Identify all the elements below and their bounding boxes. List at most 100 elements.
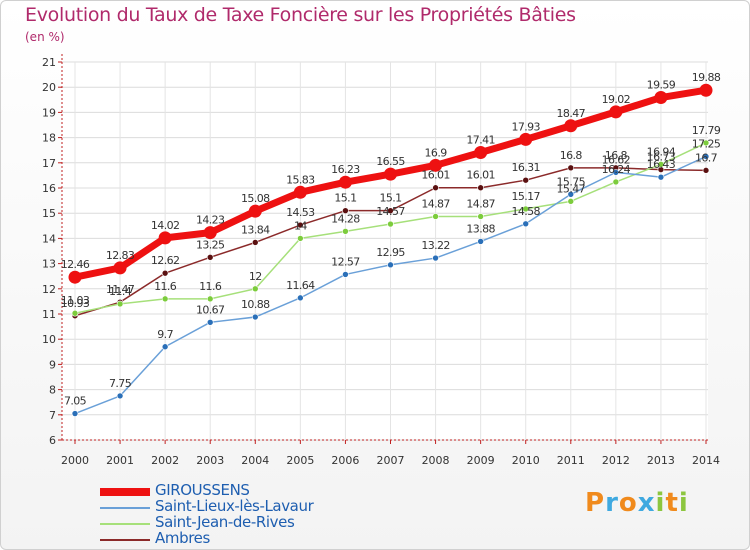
data-label-saint-jean-de-rives: 14.87 bbox=[421, 197, 450, 210]
data-label-giroussens: 17.93 bbox=[511, 120, 540, 133]
x-tick-label: 2006 bbox=[331, 454, 359, 467]
data-label-ambres: 16.8 bbox=[560, 149, 583, 162]
data-point-saint-jean-de-rives bbox=[342, 228, 349, 235]
legend-label: Ambres bbox=[155, 529, 210, 547]
data-point-ambres bbox=[387, 207, 394, 214]
data-label-saint-lieux-les-lavaur: 10.67 bbox=[196, 303, 225, 316]
data-label-saint-lieux-les-lavaur: 12.95 bbox=[376, 246, 405, 259]
data-label-giroussens: 17.41 bbox=[466, 133, 495, 146]
legend-item: Saint-Lieux-lès-Lavaur bbox=[100, 497, 360, 516]
y-tick-label: 19 bbox=[42, 106, 56, 119]
logo-letter: i bbox=[655, 488, 666, 518]
data-point-saint-lieux-les-lavaur bbox=[477, 238, 484, 245]
chart-title: Evolution du Taux de Taxe Foncière sur l… bbox=[25, 4, 576, 26]
logo-letter: P bbox=[585, 488, 606, 518]
legend-item: Saint-Jean-de-Rives bbox=[100, 513, 360, 532]
data-label-saint-lieux-les-lavaur: 16.62 bbox=[602, 153, 631, 166]
data-point-saint-jean-de-rives bbox=[567, 198, 575, 205]
data-label-ambres: 12.62 bbox=[151, 254, 180, 267]
data-point-ambres bbox=[702, 167, 710, 174]
data-label-giroussens: 16.23 bbox=[331, 163, 360, 176]
y-tick-label: 8 bbox=[49, 384, 56, 397]
x-tick-label: 2010 bbox=[512, 454, 540, 467]
y-tick-label: 7 bbox=[49, 409, 56, 422]
y-axis-unit: (en %) bbox=[25, 30, 65, 44]
data-point-giroussens bbox=[564, 119, 578, 133]
data-point-giroussens bbox=[293, 185, 307, 199]
data-point-saint-lieux-les-lavaur bbox=[567, 191, 575, 198]
data-label-giroussens: 19.88 bbox=[692, 71, 721, 84]
legend-item: Ambres bbox=[100, 529, 360, 548]
y-tick-label: 20 bbox=[42, 81, 56, 94]
y-tick-label: 15 bbox=[42, 207, 56, 220]
data-label-giroussens: 19.02 bbox=[602, 93, 631, 106]
data-point-ambres bbox=[206, 253, 214, 261]
x-tick-label: 2000 bbox=[61, 454, 89, 467]
data-point-giroussens bbox=[429, 158, 443, 172]
x-tick-label: 2003 bbox=[196, 454, 224, 467]
data-point-saint-lieux-les-lavaur bbox=[387, 261, 394, 269]
data-point-saint-lieux-les-lavaur bbox=[251, 313, 259, 321]
data-label-saint-jean-de-rives: 15.17 bbox=[511, 190, 540, 203]
data-label-ambres: 15.1 bbox=[334, 192, 356, 205]
data-point-ambres bbox=[477, 184, 484, 192]
legend-item: GIROUSSENS bbox=[100, 481, 360, 500]
data-point-giroussens bbox=[248, 204, 262, 218]
data-label-saint-jean-de-rives: 11.6 bbox=[154, 280, 177, 293]
data-label-saint-lieux-les-lavaur: 14.58 bbox=[511, 205, 540, 218]
y-tick-label: 17 bbox=[42, 157, 56, 170]
data-label-saint-jean-de-rives: 14 bbox=[294, 219, 307, 232]
data-point-saint-lieux-les-lavaur bbox=[432, 254, 439, 262]
data-point-giroussens bbox=[609, 105, 623, 119]
data-label-ambres: 16.01 bbox=[466, 169, 495, 182]
data-point-ambres bbox=[567, 164, 575, 172]
data-label-saint-jean-de-rives: 11.6 bbox=[199, 280, 222, 293]
data-point-giroussens bbox=[384, 167, 397, 181]
data-label-ambres: 16.7 bbox=[695, 151, 718, 164]
y-tick-label: 14 bbox=[42, 232, 56, 245]
y-tick-label: 6 bbox=[49, 434, 56, 447]
data-label-saint-lieux-les-lavaur: 10.88 bbox=[241, 298, 270, 311]
x-tick-label: 2001 bbox=[106, 454, 134, 467]
data-label-ambres: 16.73 bbox=[647, 151, 676, 164]
data-point-giroussens bbox=[158, 231, 172, 245]
data-point-ambres bbox=[251, 239, 259, 246]
data-label-saint-lieux-les-lavaur: 13.22 bbox=[421, 239, 450, 252]
data-point-giroussens bbox=[68, 270, 82, 284]
data-point-ambres bbox=[432, 184, 439, 192]
data-label-ambres: 14.53 bbox=[286, 206, 315, 219]
data-point-saint-jean-de-rives bbox=[522, 205, 530, 213]
data-point-saint-lieux-les-lavaur bbox=[161, 343, 169, 351]
data-point-ambres bbox=[161, 269, 169, 277]
data-label-ambres: 13.84 bbox=[241, 223, 270, 236]
x-tick-label: 2011 bbox=[557, 454, 585, 467]
legend-swatch bbox=[100, 488, 150, 496]
data-label-saint-lieux-les-lavaur: 9.7 bbox=[157, 328, 173, 341]
y-tick-label: 13 bbox=[42, 258, 56, 271]
data-point-saint-lieux-les-lavaur bbox=[71, 410, 79, 417]
data-point-saint-lieux-les-lavaur bbox=[206, 319, 214, 326]
y-tick-label: 11 bbox=[42, 308, 56, 321]
data-label-ambres: 10.93 bbox=[61, 297, 90, 310]
data-label-saint-lieux-les-lavaur: 15.75 bbox=[557, 175, 586, 188]
data-point-saint-lieux-les-lavaur bbox=[657, 173, 665, 181]
x-tick-label: 2009 bbox=[467, 454, 495, 467]
data-label-giroussens: 15.08 bbox=[241, 192, 270, 205]
data-point-saint-jean-de-rives bbox=[477, 213, 484, 220]
data-label-giroussens: 14.02 bbox=[151, 219, 180, 232]
y-tick-label: 12 bbox=[42, 283, 56, 296]
logo-letter: i bbox=[678, 488, 689, 518]
data-point-saint-lieux-les-lavaur bbox=[342, 271, 349, 278]
legend-swatch bbox=[100, 507, 150, 509]
data-point-saint-jean-de-rives bbox=[206, 295, 214, 303]
data-label-saint-jean-de-rives: 16.24 bbox=[602, 163, 631, 176]
data-point-giroussens bbox=[338, 175, 352, 189]
data-label-saint-lieux-les-lavaur: 17.25 bbox=[692, 138, 721, 151]
data-label-saint-jean-de-rives: 12 bbox=[249, 270, 262, 283]
data-point-ambres bbox=[297, 221, 304, 229]
data-label-ambres: 13.25 bbox=[196, 238, 225, 251]
x-tick-label: 2008 bbox=[422, 454, 450, 467]
y-tick-label: 16 bbox=[42, 182, 56, 195]
logo-letter: o bbox=[618, 488, 638, 518]
data-label-ambres: 16.01 bbox=[421, 169, 450, 182]
